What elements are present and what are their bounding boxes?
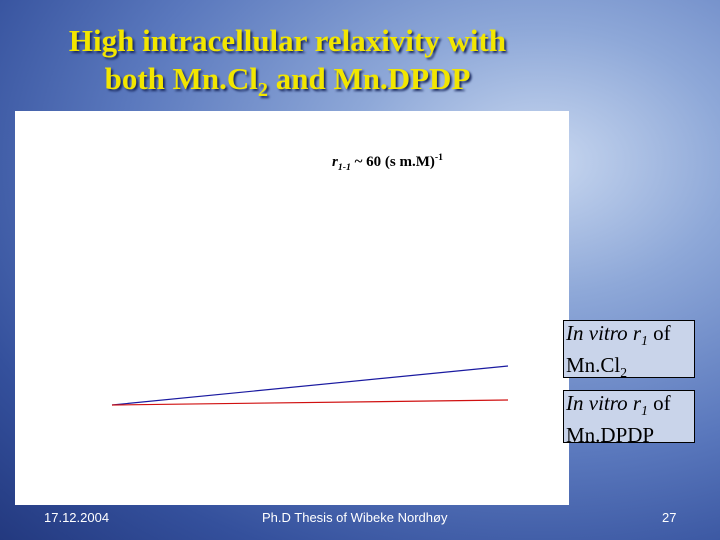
text: ~ 60 (s m.M) bbox=[350, 154, 435, 170]
text: of bbox=[647, 391, 671, 415]
line-mncl2 bbox=[111, 365, 509, 406]
text: Mn.Cl bbox=[566, 353, 621, 378]
title-line: High intracellular relaxivity with bbox=[68, 23, 507, 58]
chart-panel bbox=[15, 111, 569, 505]
text: 1 bbox=[641, 333, 648, 349]
text: of bbox=[647, 321, 671, 345]
text: In vitro r bbox=[566, 321, 642, 345]
text: and Mn.DPDP bbox=[268, 61, 471, 96]
subscript: 2 bbox=[257, 79, 268, 102]
text: Mn.DPDP bbox=[566, 423, 655, 448]
subscript: 1 bbox=[641, 403, 648, 418]
superscript: -1 bbox=[434, 152, 443, 163]
subscript: 2 bbox=[620, 365, 628, 381]
footer-date: 17.12.2004 bbox=[44, 510, 110, 525]
annotation: r1-1 ~ 60 (s m.M)-1 bbox=[332, 152, 443, 173]
text: In vitro r bbox=[566, 391, 642, 415]
subscript: 1-1 bbox=[338, 162, 351, 173]
text: r bbox=[332, 154, 338, 170]
footer-page: 27 bbox=[662, 510, 677, 525]
line-mndpdp bbox=[111, 399, 509, 406]
text: both Mn.Cl bbox=[104, 61, 258, 96]
footer-center: Ph.D Thesis of Wibeke Nordhøy bbox=[262, 510, 448, 525]
text: 1-1 bbox=[337, 162, 351, 173]
subscript: 1 bbox=[641, 333, 648, 348]
text: 1 bbox=[641, 403, 648, 419]
legend-label: In vitro r1 of Mn.DPDP bbox=[563, 390, 695, 447]
slide-title: High intracellular relaxivity with both … bbox=[0, 22, 575, 109]
legend-label: In vitro r1 of Mn.Cl2 bbox=[563, 320, 695, 381]
title-line: both Mn.Cl2 and Mn.DPDP bbox=[0, 60, 575, 109]
